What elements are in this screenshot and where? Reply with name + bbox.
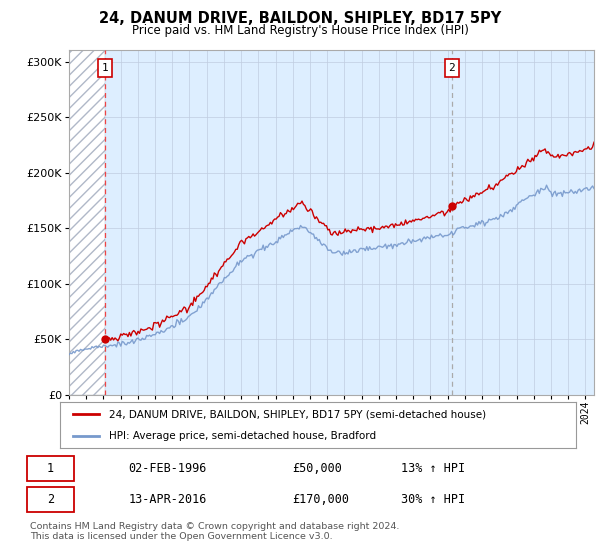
Text: 2: 2 [47,493,54,506]
FancyBboxPatch shape [27,487,74,512]
Text: 1: 1 [47,461,54,475]
Text: 13-APR-2016: 13-APR-2016 [128,493,206,506]
Text: 30% ↑ HPI: 30% ↑ HPI [401,493,466,506]
Text: 24, DANUM DRIVE, BAILDON, SHIPLEY, BD17 5PY (semi-detached house): 24, DANUM DRIVE, BAILDON, SHIPLEY, BD17 … [109,409,486,419]
Text: £170,000: £170,000 [292,493,349,506]
Text: 1: 1 [101,63,108,73]
Text: £50,000: £50,000 [292,461,342,475]
Text: 2: 2 [449,63,455,73]
Text: Contains HM Land Registry data © Crown copyright and database right 2024.
This d: Contains HM Land Registry data © Crown c… [30,522,400,542]
FancyBboxPatch shape [27,456,74,480]
Text: Price paid vs. HM Land Registry's House Price Index (HPI): Price paid vs. HM Land Registry's House … [131,24,469,36]
Bar [69,50,105,395]
Text: HPI: Average price, semi-detached house, Bradford: HPI: Average price, semi-detached house,… [109,431,376,441]
Text: 02-FEB-1996: 02-FEB-1996 [128,461,206,475]
Text: 13% ↑ HPI: 13% ↑ HPI [401,461,466,475]
Text: 24, DANUM DRIVE, BAILDON, SHIPLEY, BD17 5PY: 24, DANUM DRIVE, BAILDON, SHIPLEY, BD17 … [99,11,501,26]
